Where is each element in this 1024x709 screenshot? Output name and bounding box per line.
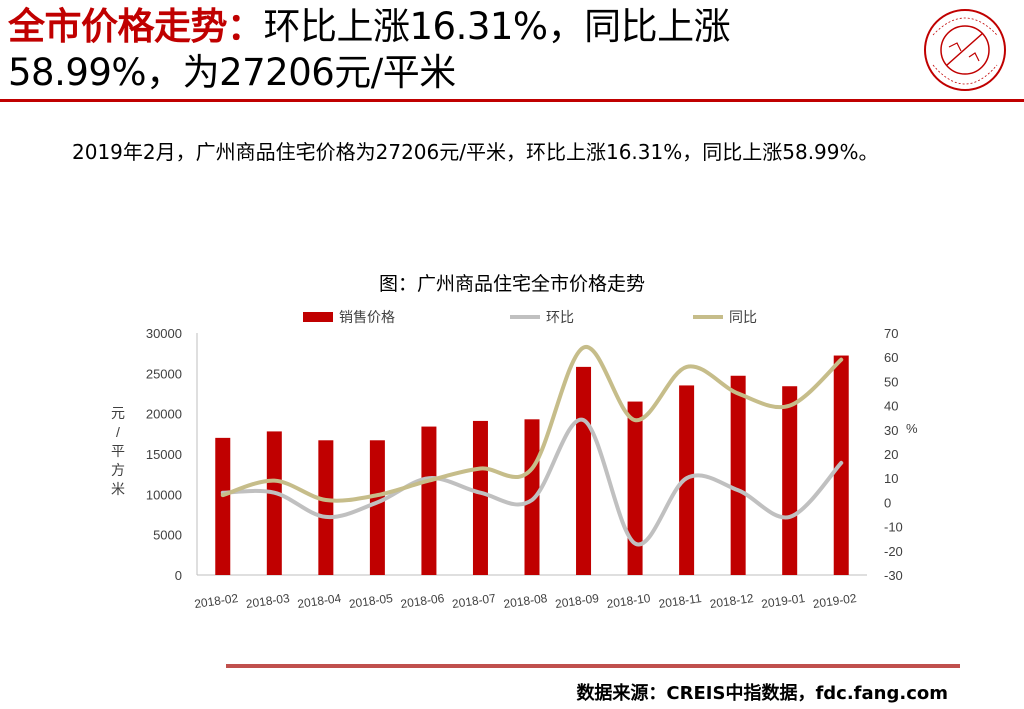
y2-tick-label: 70	[884, 326, 898, 341]
y2-tick-label: 60	[884, 350, 898, 365]
y2-tick-label: 10	[884, 471, 898, 486]
y2-tick-label: 40	[884, 399, 898, 414]
legend-mom-label: 环比	[546, 309, 574, 325]
y2-tick-label: -30	[884, 568, 903, 583]
y2-tick-label: 50	[884, 374, 898, 389]
chart-title: 图：广州商品住宅全市价格走势	[378, 273, 645, 295]
y-tick-label: 10000	[146, 487, 182, 502]
x-tick-label: 2019-01	[760, 591, 806, 611]
legend-sales-price-label: 销售价格	[339, 309, 395, 325]
y-tick-label: 15000	[146, 447, 182, 462]
x-tick-label: 2018-02	[193, 591, 239, 611]
y2-tick-label: -20	[884, 544, 903, 559]
x-tick-label: 2018-07	[451, 591, 497, 611]
bar-sales-price	[369, 440, 385, 575]
x-tick-label: 2018-12	[709, 591, 755, 611]
bar-sales-price	[627, 401, 643, 575]
legend-yoy-label: 同比	[729, 309, 757, 325]
y2-tick-label: 0	[884, 495, 891, 510]
bar-sales-price	[782, 386, 798, 575]
line-yoy	[220, 345, 844, 503]
y-tick-label: 5000	[153, 528, 182, 543]
title-highlight: 全市价格走势：	[8, 5, 264, 48]
china-index-academy-logo-icon	[924, 9, 1006, 91]
bar-sales-price	[524, 419, 540, 575]
x-tick-label: 2018-08	[503, 591, 549, 611]
x-tick-label: 2018-03	[245, 591, 291, 611]
x-tick-label: 2019-02	[812, 591, 858, 611]
x-tick-label: 2018-06	[400, 591, 446, 611]
bar-sales-price	[421, 426, 437, 575]
y2-tick-label: 30	[884, 423, 898, 438]
title-line1: 环比上涨16.31%，同比上涨	[263, 5, 731, 48]
bar-sales-price	[266, 431, 282, 575]
bar-sales-price	[730, 375, 746, 575]
y-tick-label: 0	[175, 568, 182, 583]
summary-text: 2019年2月，广州商品住宅价格为27206元/平米，环比上涨16.31%，同比…	[72, 140, 879, 164]
y-tick-label: 25000	[146, 366, 182, 381]
x-tick-label: 2018-05	[348, 591, 394, 611]
title-divider	[0, 99, 1024, 102]
title-line2: 58.99%，为27206元/平米	[8, 51, 456, 94]
x-tick-label: 2018-09	[554, 591, 600, 611]
x-tick-label: 2018-10	[606, 591, 652, 611]
source-text: 数据来源：CREIS中指数据，fdc.fang.com	[576, 683, 948, 704]
legend-sales-price-swatch	[303, 312, 333, 322]
line-mom	[220, 418, 844, 547]
y2-tick-label: 20	[884, 447, 898, 462]
y-tick-label: 20000	[146, 407, 182, 422]
x-tick-label: 2018-11	[658, 591, 703, 611]
bar-sales-price	[318, 440, 334, 575]
slide-title: 全市价格走势：环比上涨16.31%，同比上涨 58.99%，为27206元/平米	[8, 4, 888, 96]
y2-axis-label: %	[906, 421, 918, 436]
bar-sales-price	[576, 366, 592, 575]
bar-sales-price	[472, 420, 488, 575]
y2-tick-label: -10	[884, 520, 903, 535]
price-trend-chart: 0 5000 10000 15000 20000 25000 30000 -30 -20 -10 0…	[111, 309, 918, 611]
y-axis-label: 元/平方米	[111, 405, 125, 497]
y-tick-label: 30000	[146, 326, 182, 341]
footer-divider	[226, 664, 960, 668]
bar-sales-price	[215, 437, 231, 575]
x-tick-label: 2018-04	[297, 591, 343, 611]
